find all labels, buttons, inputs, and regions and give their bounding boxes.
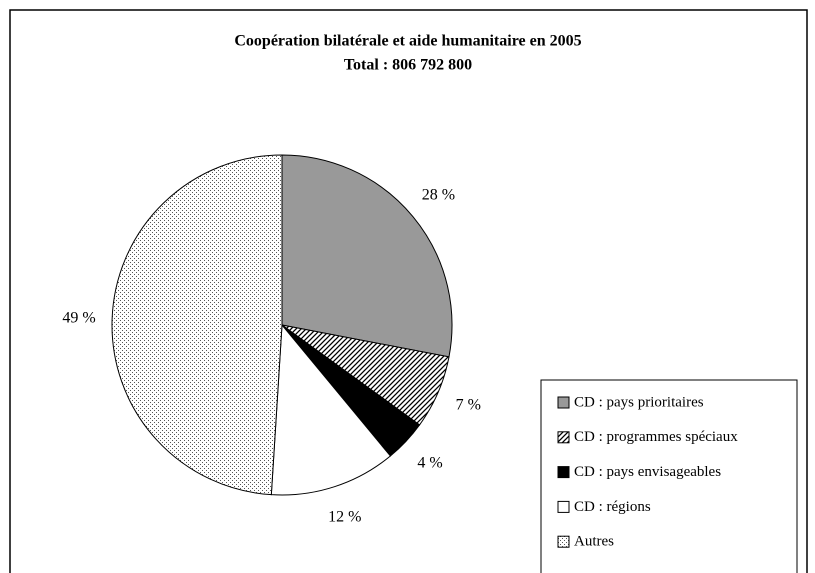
pie-slice xyxy=(270,323,392,496)
pie-slice xyxy=(281,154,453,358)
legend-label: CD : programmes spéciaux xyxy=(574,429,738,445)
chart-subtitle: Total : 806 792 800 xyxy=(344,57,472,74)
frame xyxy=(9,9,808,573)
legend-key xyxy=(557,431,570,444)
legend-key xyxy=(557,396,570,409)
legend-key xyxy=(557,535,570,548)
data-label: 4 % xyxy=(417,455,442,472)
data-label: 7 % xyxy=(456,396,481,413)
data-label: 12 % xyxy=(328,509,361,526)
pie-slice xyxy=(111,154,283,496)
legend-key xyxy=(557,466,570,479)
legend-key xyxy=(557,500,570,513)
legend-label: CD : pays prioritaires xyxy=(574,394,704,410)
data-label: 49 % xyxy=(62,309,95,326)
legend-label: CD : régions xyxy=(574,499,651,515)
chart-title: Coopération bilatérale et aide humanitai… xyxy=(234,33,581,50)
legend-box xyxy=(540,379,798,573)
legend-label: Autres xyxy=(574,534,614,550)
legend-label: CD : pays envisageables xyxy=(574,464,721,480)
data-label: 28 % xyxy=(422,186,455,203)
